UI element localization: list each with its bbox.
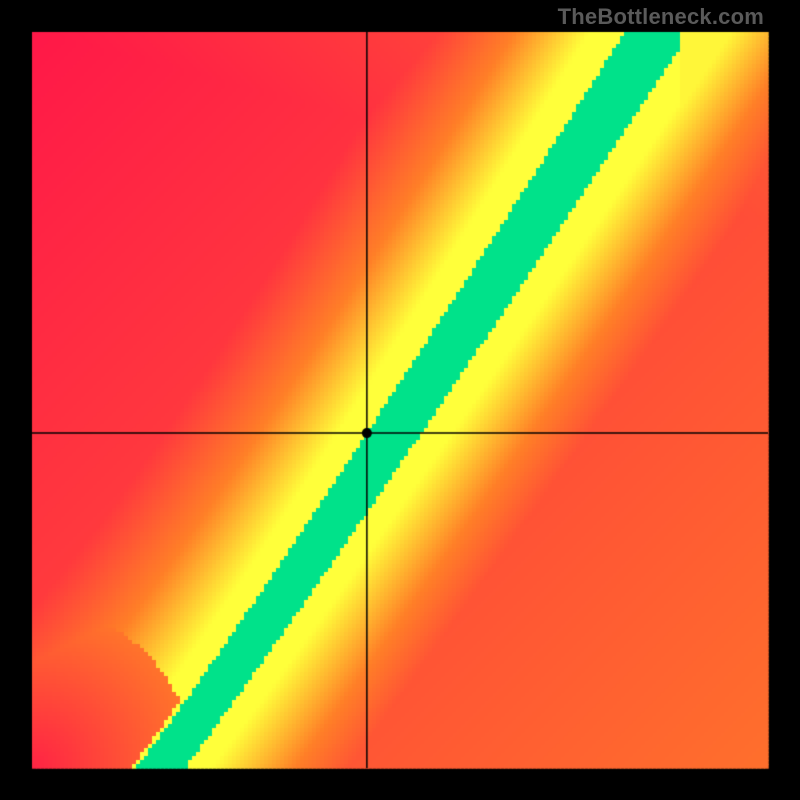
chart-container: TheBottleneck.com [0, 0, 800, 800]
bottleneck-heatmap-canvas [0, 0, 800, 800]
watermark-text: TheBottleneck.com [558, 4, 764, 30]
